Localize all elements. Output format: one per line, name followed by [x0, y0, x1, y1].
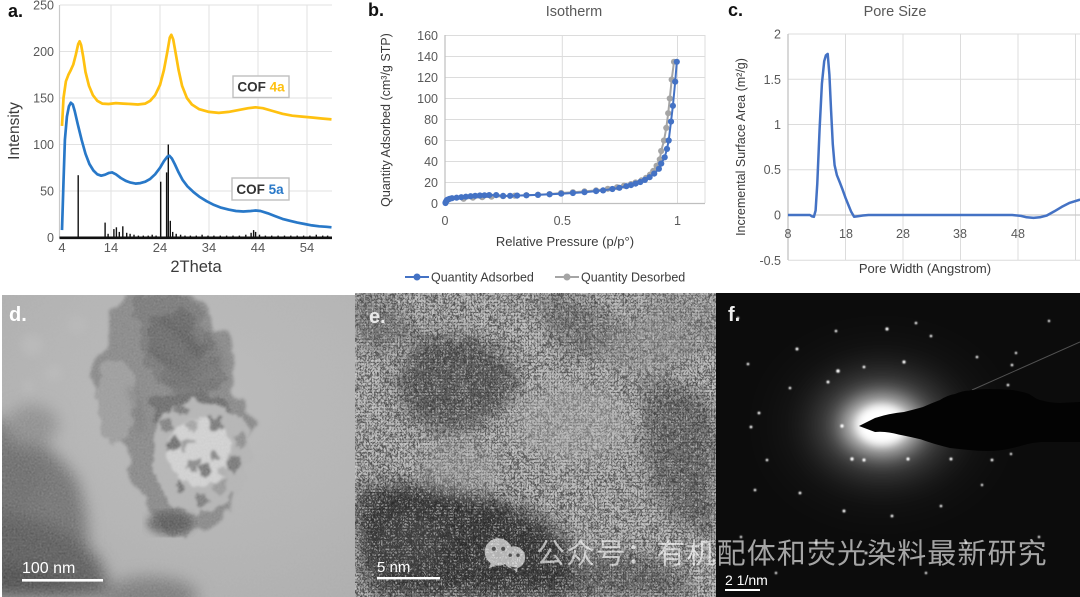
svg-text:160: 160	[417, 29, 438, 43]
svg-text:0: 0	[442, 214, 449, 228]
svg-text:Quantity Desorbed: Quantity Desorbed	[581, 271, 685, 285]
svg-text:14: 14	[104, 240, 118, 255]
svg-text:20: 20	[424, 176, 438, 190]
svg-text:80: 80	[424, 113, 438, 127]
svg-text:e.: e.	[369, 306, 386, 328]
svg-text:Intensity: Intensity	[6, 102, 23, 160]
svg-text:COF 4a: COF 4a	[237, 80, 285, 95]
svg-text:100 nm: 100 nm	[22, 560, 75, 577]
svg-text:120: 120	[417, 71, 438, 85]
svg-text:Isotherm: Isotherm	[546, 4, 602, 20]
svg-text:1.5: 1.5	[764, 73, 781, 87]
svg-text:50: 50	[40, 185, 54, 199]
svg-text:48: 48	[1011, 227, 1025, 241]
svg-text:c.: c.	[728, 0, 743, 20]
svg-text:60: 60	[424, 134, 438, 148]
svg-text:b.: b.	[368, 0, 384, 20]
svg-text:34: 34	[202, 240, 216, 255]
svg-text:0.5: 0.5	[764, 163, 781, 177]
svg-text:140: 140	[417, 50, 438, 64]
svg-text:Relative Pressure (p/p°): Relative Pressure (p/p°)	[496, 234, 634, 249]
svg-text:40: 40	[424, 155, 438, 169]
svg-text:28: 28	[896, 227, 910, 241]
svg-text:d.: d.	[9, 304, 27, 326]
svg-text:200: 200	[33, 45, 54, 59]
svg-text:38: 38	[953, 227, 967, 241]
svg-text:4: 4	[58, 240, 65, 255]
svg-text:0: 0	[47, 231, 54, 245]
svg-text:2: 2	[774, 28, 781, 42]
svg-text:2Theta: 2Theta	[170, 258, 222, 276]
svg-text:Pore Width (Angstrom): Pore Width (Angstrom)	[859, 261, 991, 276]
svg-text:44: 44	[251, 240, 265, 255]
svg-text:5 nm: 5 nm	[377, 559, 410, 576]
svg-text:0.5: 0.5	[554, 214, 571, 228]
svg-text:Pore Size: Pore Size	[864, 4, 927, 20]
svg-text:24: 24	[153, 240, 167, 255]
svg-text:100: 100	[417, 92, 438, 106]
svg-text:150: 150	[33, 92, 54, 106]
svg-text:a.: a.	[8, 1, 23, 21]
svg-text:Quantity Adsorbed (cm³/g STP): Quantity Adsorbed (cm³/g STP)	[379, 33, 393, 207]
svg-text:18: 18	[839, 227, 853, 241]
svg-text:100: 100	[33, 138, 54, 152]
svg-text:0: 0	[774, 209, 781, 223]
svg-text:250: 250	[33, 0, 54, 13]
svg-text:COF 5a: COF 5a	[236, 182, 284, 197]
svg-text:Incremental Surface Area (m²/g: Incremental Surface Area (m²/g)	[734, 58, 748, 236]
svg-text:0: 0	[431, 197, 438, 211]
svg-text:2 1/nm: 2 1/nm	[725, 572, 768, 588]
svg-text:54: 54	[300, 240, 314, 255]
svg-text:f.: f.	[728, 304, 740, 326]
svg-text:-0.5: -0.5	[759, 254, 781, 268]
svg-text:8: 8	[785, 227, 792, 241]
svg-text:Quantity Adsorbed: Quantity Adsorbed	[431, 271, 534, 285]
svg-text:1: 1	[674, 214, 681, 228]
svg-text:1: 1	[774, 118, 781, 132]
